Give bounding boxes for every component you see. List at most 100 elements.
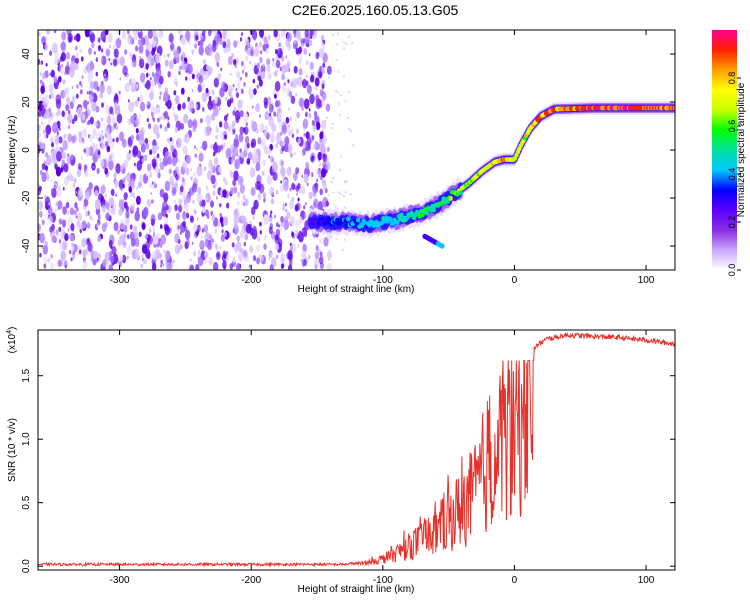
spectrogram-cell [177,224,180,230]
spectrogram-cell [105,202,110,210]
spectrogram-cell [50,91,55,99]
spectrogram-cell [216,61,220,67]
spectrogram-cell [221,229,224,234]
spectrogram-cell [202,70,209,81]
spectrogram-trace-cell [388,216,393,222]
spectrogram-cell [60,167,64,173]
spectrogram-cell [286,143,293,154]
spectrogram-cell [249,167,256,178]
spectrogram-cell [180,54,184,61]
spectrogram-cell [203,166,207,172]
spectrogram-cell [240,88,244,95]
spectrogram-cell [308,39,313,47]
spectrogram-cell [67,228,70,232]
spectrogram-cell [269,133,276,144]
spectrogram-cell [76,106,83,118]
spectrogram-cell [132,147,138,158]
spectrogram-cell [252,225,257,235]
spectrogram-cell [235,92,240,99]
x-tick-label: -300 [110,275,130,286]
spectrogram-cell [119,56,125,67]
spectrogram-cell [290,128,294,135]
spectrogram-cell [150,218,155,227]
spectrogram-cell [45,151,49,158]
spectrogram-cell [196,192,203,204]
spectrogram-cell [296,111,300,119]
spectrogram-cell [262,63,265,68]
spectrogram-cell [88,70,94,81]
spectrogram-cell [177,30,182,35]
spectrogram-cell [68,105,71,110]
spectrogram-cell [318,70,323,78]
spectrogram-cell [51,142,54,148]
spectrogram-cell [297,183,301,190]
spectrogram-cell [236,235,240,242]
spectrogram-cell [137,39,142,46]
spectrogram-cell [260,64,266,74]
spectrogram-cell [290,95,296,105]
spectrogram-cell [195,263,200,270]
spectrogram-cell [266,96,272,106]
spectrogram-cell [144,137,149,145]
colorbar-tick-label: 0.6 [727,120,737,133]
y-tick-label: 0.0 [21,559,32,573]
spectrogram-cell [201,30,206,37]
spectrogram-cell [312,189,317,198]
spectrogram-cell [79,229,82,234]
spectrogram-cell [204,251,209,259]
spectrogram-cell [245,55,249,62]
spectrogram-cell [231,52,234,58]
spectrogram-cell [148,228,152,233]
spectrogram-cell [213,30,216,34]
spectrogram-cell [44,165,49,172]
spectrogram-cell [174,204,178,212]
spectrogram-cell [104,73,107,78]
spectrogram-cell [213,105,219,117]
spectrogram-cell [111,207,116,216]
spectrogram-cell [92,129,98,139]
spectrogram-cell [243,81,246,87]
spectrogram-cell [205,114,212,125]
spectrogram-cell [275,254,279,259]
spectrogram-cell [315,121,321,131]
x-tick-label: -200 [241,275,261,286]
spectrogram-cell [185,154,191,164]
spectrogram-cell [61,31,67,41]
spectrogram-cell [213,77,220,88]
spectrogram-cell [308,191,313,200]
spectrogram-cell [343,206,347,209]
spectrogram-cell [319,162,322,167]
spectrogram-cell [167,156,172,165]
spectrogram-cell [316,178,319,183]
spectrogram-cell [309,61,314,70]
spectrogram-cell [260,50,263,55]
spectrogram-cell [334,205,338,208]
spectrogram-cell [299,216,303,223]
spectrogram-cell [276,222,279,227]
spectrogram-cell [104,193,107,199]
spectrogram-cell [266,58,271,66]
spectrogram-cell [287,126,293,136]
spectrogram-cell [54,134,61,145]
spectrogram-cell [295,78,299,85]
spectrogram-cell [53,184,57,191]
spectrogram-cell [134,237,140,247]
spectrogram-cell [79,89,83,95]
spectrogram-cell [266,175,273,185]
spectrogram-cell [191,182,198,193]
spectrogram-cell [315,94,320,102]
spectrogram-cell [49,262,55,270]
spectrogram-cell [108,44,111,49]
spectrogram-cell [129,224,133,230]
spectrogram-cell [205,185,209,191]
spectrogram-cell [78,222,84,231]
spectrogram-cell [127,34,133,45]
spectrogram-cell [48,215,54,225]
spectrogram-cell [341,248,344,251]
spectrogram-cell [159,116,162,121]
spectrogram-cell [41,219,45,226]
spectrogram-cell [99,92,103,99]
spectrogram-cell [290,152,293,158]
spectrogram-cell [81,137,85,142]
